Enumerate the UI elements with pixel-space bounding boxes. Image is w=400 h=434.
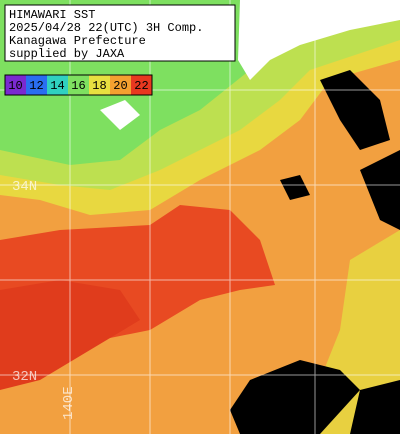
header-line: supplied by JAXA: [9, 47, 125, 61]
clouds: [230, 70, 400, 434]
legend-label: 22: [134, 79, 148, 93]
legend-swatch: [131, 75, 152, 95]
header-line: 2025/04/28 22(UTC) 3H Comp.: [9, 21, 203, 35]
legend-label: 18: [92, 79, 106, 93]
header-line: HIMAWARI SST: [9, 8, 95, 22]
legend-label: 12: [29, 79, 43, 93]
legend-label: 20: [113, 79, 127, 93]
legend-swatch: [26, 75, 47, 95]
legend-label: 16: [71, 79, 85, 93]
header-line: Kanagawa Prefecture: [9, 34, 146, 48]
legend-swatch: [110, 75, 131, 95]
legend-border: [4, 74, 153, 96]
lat-label: 32N: [12, 369, 37, 385]
lon-label: 140E: [61, 386, 77, 420]
legend-swatch: [89, 75, 110, 95]
legend-label: 14: [50, 79, 64, 93]
header-box: [4, 4, 236, 62]
legend-swatch: [68, 75, 89, 95]
legend-swatch: [5, 75, 26, 95]
lat-label: 34N: [12, 179, 37, 195]
legend-label: 10: [8, 79, 22, 93]
legend-swatch: [47, 75, 68, 95]
legend: 10 12 14 16 18 20 22: [4, 74, 153, 96]
